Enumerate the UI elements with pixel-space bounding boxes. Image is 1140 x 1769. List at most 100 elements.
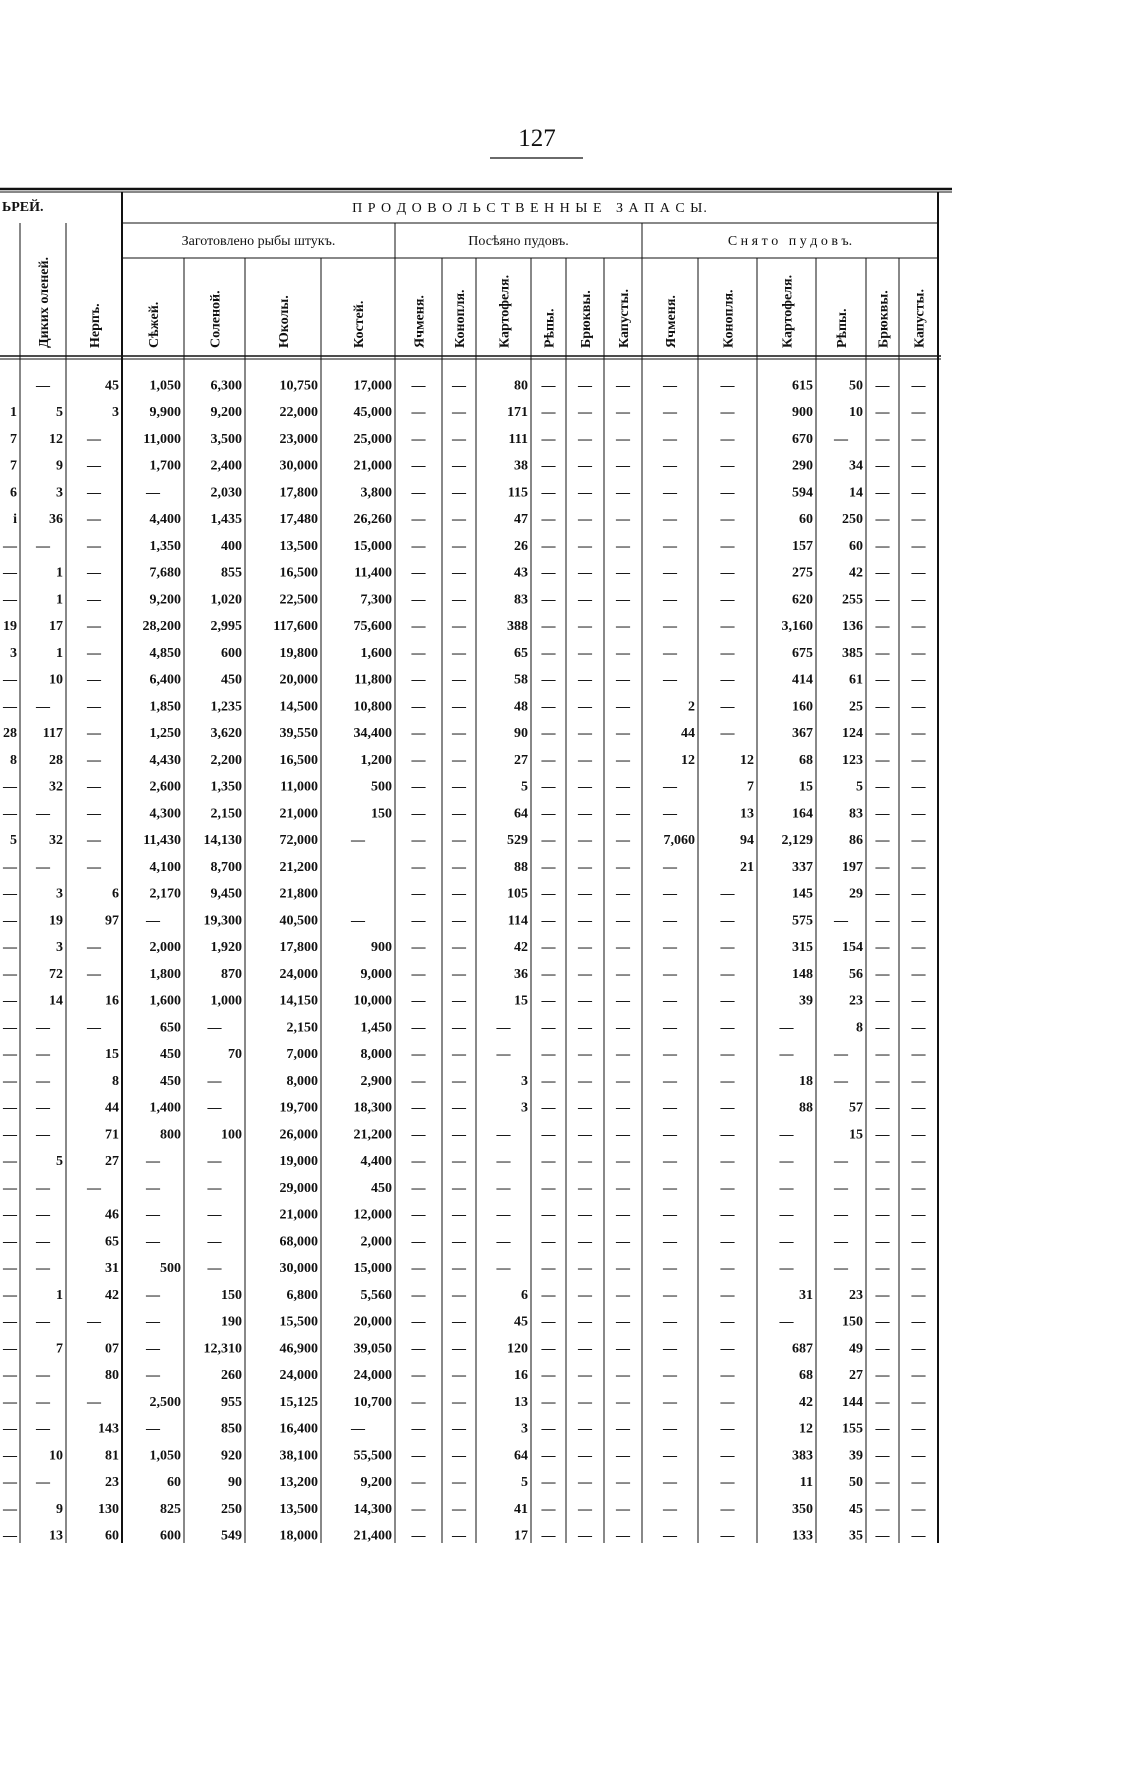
cell: — — [779, 1020, 795, 1035]
cell: — — [207, 1234, 223, 1249]
cell: 450 — [160, 1047, 181, 1062]
cell: — — [911, 619, 927, 634]
cell: 13 — [514, 1395, 528, 1410]
cell: 1,050 — [150, 378, 182, 393]
cell: 687 — [792, 1341, 813, 1356]
cell: — — [411, 1315, 427, 1330]
cell: — — [451, 1315, 467, 1330]
cell: — — [875, 1234, 891, 1249]
cell: 12,000 — [354, 1208, 393, 1223]
cell: — — [875, 806, 891, 821]
cell: 1,235 — [211, 699, 243, 714]
cell: 35 — [849, 1529, 863, 1544]
cell: 11,400 — [354, 566, 392, 581]
cell: — — [411, 592, 427, 607]
cell: — — [207, 1208, 223, 1223]
cell: 64 — [514, 1448, 528, 1463]
cell: — — [411, 432, 427, 447]
cell: — — [875, 1315, 891, 1330]
cell: 9 — [56, 459, 63, 474]
cell: — — [911, 1208, 927, 1223]
cell: 65 — [105, 1234, 119, 1249]
cell: — — [875, 646, 891, 661]
cell: — — [577, 485, 593, 500]
cell: 143 — [98, 1422, 119, 1437]
cell: — — [451, 459, 467, 474]
cell: 6 — [10, 485, 17, 500]
cell: 105 — [507, 887, 528, 902]
cell: — — [875, 699, 891, 714]
cell: 9,000 — [361, 967, 393, 982]
cell: 11,000 — [280, 780, 318, 795]
cell: — — [451, 1288, 467, 1303]
cell: 255 — [842, 592, 863, 607]
cell: — — [411, 887, 427, 902]
cell: — — [86, 940, 102, 955]
cell: 3 — [56, 485, 63, 500]
cell: — — [2, 1502, 18, 1517]
cell: 2,400 — [211, 459, 243, 474]
cell: 4,850 — [150, 646, 182, 661]
cell: — — [2, 1288, 18, 1303]
cell: — — [720, 1448, 736, 1463]
cell: — — [541, 753, 557, 768]
cell: — — [615, 1234, 631, 1249]
cell: — — [875, 1422, 891, 1437]
cell: — — [451, 485, 467, 500]
cell: 414 — [792, 673, 813, 688]
cell: — — [720, 1181, 736, 1196]
cell: 60 — [167, 1475, 181, 1490]
cell: 5 — [56, 405, 63, 420]
cell: — — [86, 967, 102, 982]
cell: — — [35, 539, 51, 554]
cell: 42 — [849, 566, 863, 581]
cell: 21,000 — [280, 1208, 319, 1223]
cell: — — [911, 913, 927, 928]
cell: — — [86, 726, 102, 741]
cell: 38,100 — [280, 1448, 319, 1463]
cell: 4,300 — [150, 806, 182, 821]
cell: 670 — [792, 432, 813, 447]
cell: — — [615, 405, 631, 420]
cell: — — [541, 539, 557, 554]
cell: 900 — [371, 940, 392, 955]
cell: — — [86, 806, 102, 821]
cell: 97 — [105, 913, 119, 928]
cell: — — [451, 566, 467, 581]
subgroup: Заготовлено рыбы штукъ. — [182, 234, 336, 249]
cell: 17 — [514, 1529, 528, 1544]
cell: — — [911, 967, 927, 982]
cell: — — [911, 1234, 927, 1249]
cell: — — [720, 1208, 736, 1223]
cell: — — [911, 539, 927, 554]
cell: 6 — [112, 887, 119, 902]
cell: 2,000 — [150, 940, 182, 955]
cell: — — [911, 432, 927, 447]
cell: 47 — [514, 512, 528, 527]
cell: — — [615, 1154, 631, 1169]
cell: — — [35, 1422, 51, 1437]
cell: 6,300 — [211, 378, 243, 393]
cell: — — [451, 967, 467, 982]
cell: — — [577, 566, 593, 581]
cell: — — [2, 780, 18, 795]
cell: — — [720, 1395, 736, 1410]
cell: 3 — [521, 1074, 528, 1089]
cell: 94 — [740, 833, 754, 848]
cell: — — [2, 860, 18, 875]
cell: 157 — [792, 539, 813, 554]
cell: 12 — [740, 753, 754, 768]
cell: — — [615, 566, 631, 581]
cell: — — [615, 994, 631, 1009]
column-header: Конопля. — [722, 289, 737, 348]
cell: — — [86, 780, 102, 795]
cell: — — [662, 887, 678, 902]
cell: — — [875, 1395, 891, 1410]
cell: 20,000 — [280, 673, 319, 688]
cell: 1 — [56, 1288, 63, 1303]
cell: 100 — [221, 1127, 242, 1142]
cell: — — [35, 806, 51, 821]
cell: 23 — [849, 1288, 863, 1303]
cell: — — [615, 432, 631, 447]
cell: 10 — [49, 1448, 63, 1463]
